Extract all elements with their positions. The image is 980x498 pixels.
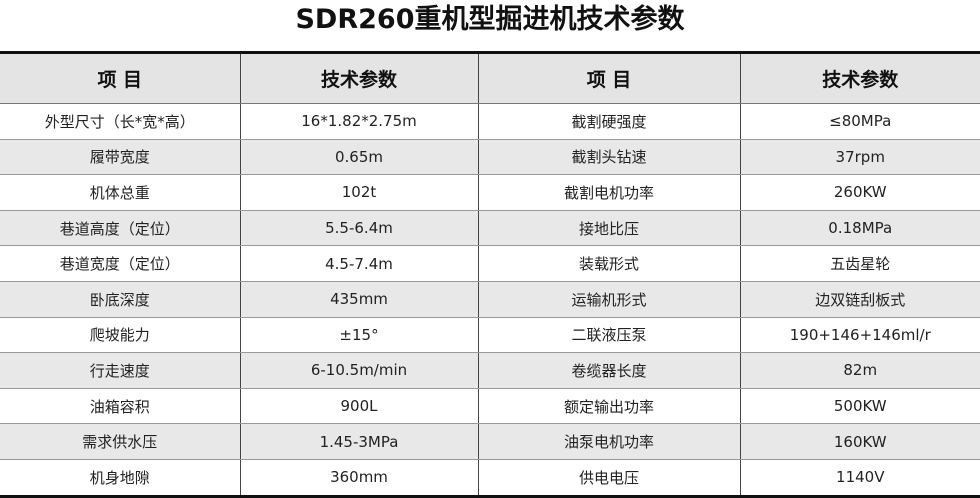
item-name: 履带宽度 [0, 139, 240, 176]
item-name: 巷道高度（定位） [0, 210, 240, 247]
item-name: 机身地隙 [0, 459, 240, 497]
item-name: 需求供水压 [0, 423, 240, 460]
item-name: 接地比压 [477, 210, 740, 247]
table-row: 机身地隙 360mm 供电电压 1140V [0, 459, 980, 497]
table-row: 巷道宽度（定位） 4.5-7.4m 装载形式 五齿星轮 [0, 245, 980, 282]
item-value: 16*1.82*2.75m [239, 103, 478, 140]
item-name: 机体总重 [0, 174, 240, 211]
item-value: 260KW [739, 174, 980, 211]
item-value: 0.65m [239, 139, 478, 176]
table-row: 油箱容积 900L 额定输出功率 500KW [0, 388, 980, 425]
item-value: 900L [239, 388, 478, 425]
item-value: 五齿星轮 [739, 245, 980, 282]
item-name: 爬坡能力 [0, 317, 240, 354]
item-name: 装载形式 [477, 245, 740, 282]
item-value: 0.18MPa [739, 210, 980, 247]
header-item: 项 目 [0, 52, 240, 104]
item-value: 500KW [739, 388, 980, 425]
item-name: 巷道宽度（定位） [0, 245, 240, 282]
item-value: 1.45-3MPa [239, 423, 478, 460]
item-value: ±15° [239, 317, 478, 354]
item-value: 360mm [239, 459, 478, 497]
item-name: 额定输出功率 [477, 388, 740, 425]
item-value: 102t [239, 174, 478, 211]
item-value: 边双链刮板式 [739, 281, 980, 318]
item-name: 外型尺寸（长*宽*高） [0, 103, 240, 140]
table-row: 外型尺寸（长*宽*高） 16*1.82*2.75m 截割硬强度 ≤80MPa [0, 103, 980, 140]
page-title: SDR260重机型掘进机技术参数 [295, 4, 685, 35]
item-value: 435mm [239, 281, 478, 318]
item-name: 截割头钻速 [477, 139, 740, 176]
item-name: 运输机形式 [477, 281, 740, 318]
item-value: 82m [739, 352, 980, 389]
item-name: 卧底深度 [0, 281, 240, 318]
table-row: 爬坡能力 ±15° 二联液压泵 190+146+146ml/r [0, 317, 980, 354]
table-row: 巷道高度（定位） 5.5-6.4m 接地比压 0.18MPa [0, 210, 980, 247]
item-name: 截割硬强度 [477, 103, 740, 140]
item-name: 二联液压泵 [477, 317, 740, 354]
item-value: 37rpm [739, 139, 980, 176]
item-value: 1140V [739, 459, 980, 497]
table-row: 履带宽度 0.65m 截割头钻速 37rpm [0, 139, 980, 176]
header-param: 技术参数 [239, 52, 478, 104]
item-value: 5.5-6.4m [239, 210, 478, 247]
item-name: 行走速度 [0, 352, 240, 389]
item-value: 160KW [739, 423, 980, 460]
item-name: 截割电机功率 [477, 174, 740, 211]
header-param: 技术参数 [739, 52, 980, 104]
header-item: 项 目 [477, 52, 740, 104]
table-row: 需求供水压 1.45-3MPa 油泵电机功率 160KW [0, 423, 980, 460]
table-row: 卧底深度 435mm 运输机形式 边双链刮板式 [0, 281, 980, 318]
item-value: 6-10.5m/min [239, 352, 478, 389]
item-name: 供电电压 [477, 459, 740, 497]
table-row: 机体总重 102t 截割电机功率 260KW [0, 174, 980, 211]
item-name: 油箱容积 [0, 388, 240, 425]
table-row: 行走速度 6-10.5m/min 卷缆器长度 82m [0, 352, 980, 389]
item-value: 4.5-7.4m [239, 245, 478, 282]
item-value: ≤80MPa [739, 103, 980, 140]
item-name: 卷缆器长度 [477, 352, 740, 389]
spec-table: 项 目 技术参数 项 目 技术参数 外型尺寸（长*宽*高） 16*1.82*2.7… [0, 51, 980, 498]
header-row: 项 目 技术参数 项 目 技术参数 [0, 52, 980, 104]
item-value: 190+146+146ml/r [739, 317, 980, 354]
item-name: 油泵电机功率 [477, 423, 740, 460]
